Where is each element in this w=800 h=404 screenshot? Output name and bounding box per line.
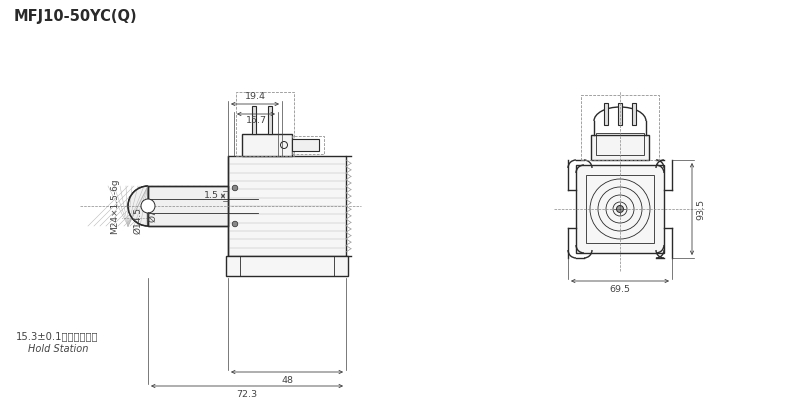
Bar bbox=[148, 186, 228, 226]
Bar bbox=[581, 95, 659, 160]
Text: 15.3±0.1（吸合位置）: 15.3±0.1（吸合位置） bbox=[16, 331, 98, 341]
Text: 72.3: 72.3 bbox=[237, 390, 258, 399]
Circle shape bbox=[232, 185, 238, 191]
Bar bbox=[148, 186, 228, 226]
Bar bbox=[228, 156, 346, 256]
Text: 48: 48 bbox=[281, 376, 293, 385]
Bar bbox=[604, 103, 608, 125]
Text: 69.5: 69.5 bbox=[610, 285, 630, 294]
Text: M24×1.5-6g: M24×1.5-6g bbox=[110, 178, 119, 234]
Bar bbox=[292, 139, 319, 151]
Bar bbox=[252, 106, 256, 134]
Text: MFJ10-50YC(Q): MFJ10-50YC(Q) bbox=[14, 8, 138, 23]
Text: 19.4: 19.4 bbox=[245, 92, 266, 101]
Bar bbox=[148, 186, 228, 226]
Text: 1.5: 1.5 bbox=[203, 191, 218, 200]
Bar bbox=[242, 134, 292, 156]
Text: 93.5: 93.5 bbox=[696, 198, 705, 219]
Bar bbox=[632, 103, 636, 125]
Circle shape bbox=[617, 206, 623, 213]
Bar bbox=[236, 92, 294, 156]
Bar bbox=[586, 175, 654, 243]
Text: 15.7: 15.7 bbox=[246, 116, 266, 125]
Bar bbox=[268, 106, 272, 134]
Text: Hold Station: Hold Station bbox=[28, 344, 88, 354]
Circle shape bbox=[232, 221, 238, 227]
Bar bbox=[596, 133, 644, 155]
Bar bbox=[576, 165, 664, 253]
Bar bbox=[618, 103, 622, 125]
Bar bbox=[591, 135, 649, 160]
Wedge shape bbox=[128, 186, 148, 226]
Text: Ø7: Ø7 bbox=[149, 210, 158, 222]
Text: Ø14.5: Ø14.5 bbox=[134, 206, 142, 234]
Circle shape bbox=[141, 199, 155, 213]
Bar bbox=[226, 256, 348, 276]
Bar bbox=[292, 136, 324, 154]
